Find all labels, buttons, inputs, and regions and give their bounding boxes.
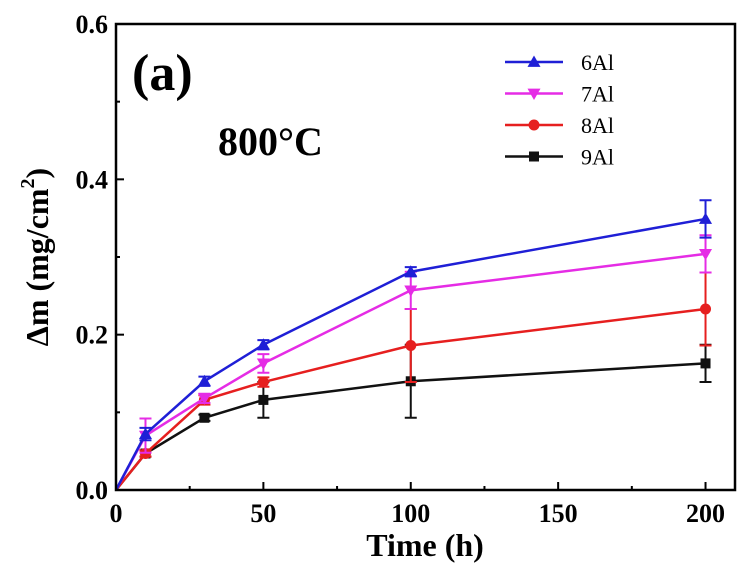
legend-entry-9Al: 9Al (505, 145, 614, 170)
series-6Al (114, 199, 713, 491)
data-point (138, 427, 152, 439)
legend-label: 9Al (581, 145, 614, 170)
data-point (700, 303, 712, 315)
data-point (257, 376, 269, 388)
data-point (197, 374, 211, 387)
y-tick-label: 0.6 (76, 10, 109, 39)
y-axis-title-end: ) (19, 168, 55, 179)
y-axis-title-main: Δm (mg/cm (19, 188, 55, 346)
x-tick-label: 0 (110, 499, 123, 528)
y-tick-label: 0.2 (76, 321, 109, 350)
data-point (405, 340, 417, 352)
legend-marker (528, 119, 540, 131)
plot-layer (114, 199, 713, 491)
series-line (115, 307, 706, 491)
data-point (199, 412, 210, 423)
legend: 6Al 7Al 8Al 9Al (505, 50, 614, 170)
legend-marker (529, 151, 539, 162)
x-axis-title: Time (h) (366, 527, 484, 563)
legend-label: 8Al (581, 113, 614, 138)
axis-layer: 0 50 100 150 200 0.0 0.2 0.4 0.6 (76, 10, 726, 528)
y-tick-label: 0.0 (76, 476, 109, 505)
legend-entry-6Al: 6Al (505, 50, 614, 75)
legend-marker (527, 55, 541, 67)
legend-marker (527, 88, 541, 100)
legend-label: 7Al (581, 82, 614, 107)
data-point (258, 394, 269, 405)
data-point (700, 358, 711, 369)
data-point (256, 358, 270, 370)
data-point (197, 393, 211, 405)
x-tick-label: 200 (686, 499, 725, 528)
temperature-annotation: 800°C (218, 119, 323, 164)
x-tick-label: 100 (391, 499, 430, 528)
series-9Al (115, 343, 712, 491)
data-point (404, 285, 418, 297)
x-tick-label: 150 (539, 499, 578, 528)
panel-label: (a) (132, 45, 193, 102)
legend-label: 6Al (581, 50, 614, 75)
x-tick-label: 50 (250, 499, 276, 528)
data-point (699, 212, 713, 224)
data-point (256, 338, 270, 350)
data-point (699, 249, 713, 261)
legend-entry-7Al: 7Al (505, 82, 614, 107)
y-tick-label: 0.4 (76, 165, 109, 194)
y-axis-title: Δm (mg/cm2) (17, 168, 55, 346)
y-axis-title-sup: 2 (17, 178, 39, 188)
series-line (114, 217, 706, 491)
legend-entry-8Al: 8Al (505, 113, 614, 138)
data-point (404, 265, 418, 277)
